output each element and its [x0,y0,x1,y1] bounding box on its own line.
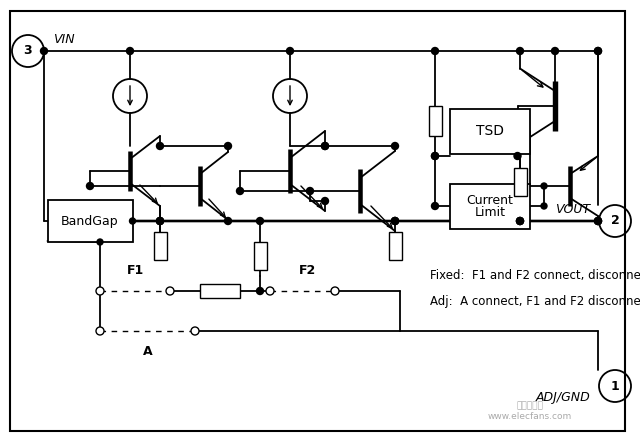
Circle shape [157,217,163,224]
Circle shape [266,287,274,295]
Circle shape [392,217,399,224]
Text: F1: F1 [126,264,143,277]
Text: F2: F2 [299,264,316,277]
Bar [47,200,132,242]
Circle shape [595,217,602,224]
Bar [450,183,530,228]
Circle shape [431,153,438,160]
Bar [200,284,240,298]
Circle shape [552,48,559,55]
Circle shape [96,287,104,295]
Circle shape [157,217,163,224]
Bar [450,108,530,153]
Circle shape [321,142,328,149]
Text: 3: 3 [24,45,32,57]
Text: ADJ/GND: ADJ/GND [535,391,590,404]
Circle shape [166,287,174,295]
Circle shape [40,48,47,55]
Circle shape [42,49,46,53]
Circle shape [225,217,232,224]
Circle shape [516,217,524,224]
Circle shape [431,153,438,160]
Circle shape [97,239,103,245]
Circle shape [595,217,602,224]
Bar [513,168,527,196]
Bar [429,106,442,136]
Text: Adj:  A connect, F1 and F2 disconnect: Adj: A connect, F1 and F2 disconnect [430,295,640,307]
Text: TSD: TSD [476,124,504,138]
Circle shape [392,217,399,224]
Circle shape [392,217,399,224]
Text: 2: 2 [611,214,620,228]
Circle shape [86,183,93,190]
Circle shape [392,142,399,149]
Circle shape [257,217,264,224]
Circle shape [321,142,328,149]
Circle shape [157,217,163,224]
Circle shape [225,142,232,149]
Circle shape [516,217,524,224]
Circle shape [96,327,104,335]
Circle shape [516,48,524,55]
Bar [253,242,266,270]
Text: 电子发烧友
www.elecfans.com: 电子发烧友 www.elecfans.com [488,401,572,421]
Text: 1: 1 [611,380,620,392]
Circle shape [157,142,163,149]
Circle shape [541,203,547,209]
Circle shape [541,183,547,189]
Circle shape [331,287,339,295]
Circle shape [127,48,134,55]
Circle shape [514,153,521,160]
Circle shape [237,187,243,194]
Text: BandGap: BandGap [61,214,119,228]
Bar [154,232,166,260]
Circle shape [595,48,602,55]
Text: A: A [143,345,152,358]
Text: VIN: VIN [53,33,75,46]
Text: Limit: Limit [474,206,506,220]
Circle shape [191,327,199,335]
Circle shape [287,48,294,55]
Circle shape [321,198,328,205]
Circle shape [431,48,438,55]
Text: Current: Current [467,194,513,208]
Circle shape [516,217,524,224]
Circle shape [595,48,602,55]
Bar [388,232,401,260]
Circle shape [257,288,264,295]
Circle shape [431,202,438,209]
Circle shape [595,217,602,224]
Text: Fixed:  F1 and F2 connect, disconnect A: Fixed: F1 and F2 connect, disconnect A [430,269,640,283]
Circle shape [129,218,136,224]
Circle shape [307,187,314,194]
Text: VOUT: VOUT [555,203,590,216]
